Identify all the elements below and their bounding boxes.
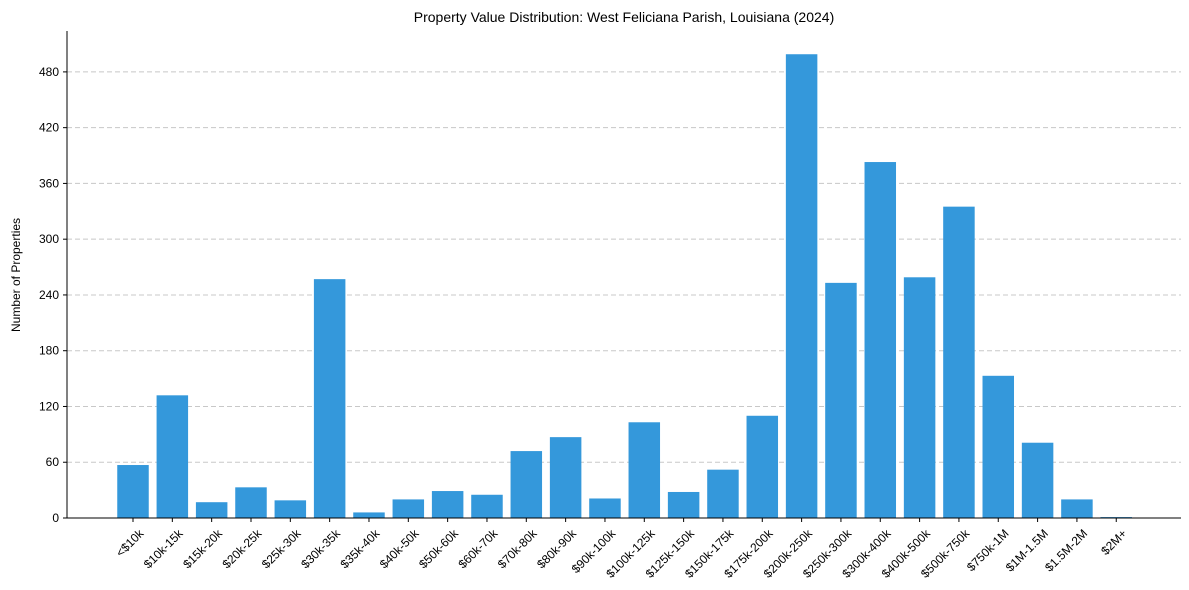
- x-tick-label: $1.5M-2M: [1042, 526, 1090, 574]
- bar: [313, 279, 346, 518]
- bar: [943, 206, 975, 518]
- bar: [589, 498, 621, 518]
- bar: [510, 451, 543, 518]
- bar: [1021, 442, 1054, 518]
- x-tick-label: $2M+: [1098, 526, 1129, 557]
- bar: [746, 415, 779, 518]
- bar: [549, 437, 582, 518]
- bar: [825, 282, 857, 518]
- bar: [431, 491, 464, 518]
- y-tick-label: 420: [39, 121, 59, 135]
- y-tick-labels: 0 60 120 180 240 300 360 420 480: [39, 65, 59, 525]
- y-tick-label: 0: [52, 511, 59, 525]
- gridlines: [67, 71, 1181, 463]
- bar: [903, 277, 936, 518]
- bar: [392, 499, 425, 518]
- x-tick-label: $70k-80k: [495, 526, 541, 572]
- y-tick-label: 300: [39, 232, 59, 246]
- x-tick-label: $15k-20k: [180, 526, 226, 572]
- x-tick-label: $25k-30k: [259, 526, 305, 572]
- bar: [274, 500, 307, 518]
- bar: [628, 422, 661, 518]
- bar: [117, 465, 149, 518]
- bar: [785, 54, 818, 518]
- bar: [471, 494, 503, 518]
- x-tick-label: $10k-15k: [141, 526, 187, 572]
- bar: [195, 502, 228, 518]
- x-tick-label: $30k-35k: [298, 526, 344, 572]
- y-tick-label: 60: [46, 455, 60, 469]
- y-axis-label: Number of Properties: [9, 218, 23, 332]
- x-tick-label: $50k-60k: [416, 526, 462, 572]
- y-tick-label: 480: [39, 65, 59, 79]
- x-tick-label: $20k-25k: [220, 526, 266, 572]
- bars: [117, 54, 1132, 519]
- bar: [864, 162, 897, 519]
- chart-title: Property Value Distribution: West Felici…: [414, 9, 834, 25]
- bar: [667, 491, 700, 518]
- axes: [63, 31, 1181, 522]
- bar: [707, 469, 739, 518]
- y-tick-label: 240: [39, 288, 59, 302]
- x-tick-label: $40k-50k: [377, 526, 423, 572]
- bar: [1061, 499, 1093, 518]
- x-tick-label: <$10k: [113, 526, 147, 560]
- x-tick-label: $35k-40k: [338, 526, 384, 572]
- y-tick-label: 120: [39, 399, 59, 413]
- x-tick-labels: <$10k$10k-15k$15k-20k$20k-25k$25k-30k$30…: [113, 526, 1130, 581]
- x-tick-label: $60k-70k: [455, 526, 501, 572]
- bar: [235, 487, 267, 518]
- bar: [982, 375, 1015, 518]
- y-tick-label: 180: [39, 344, 59, 358]
- y-tick-label: 360: [39, 176, 59, 190]
- bar: [156, 395, 189, 518]
- bar: [353, 512, 385, 518]
